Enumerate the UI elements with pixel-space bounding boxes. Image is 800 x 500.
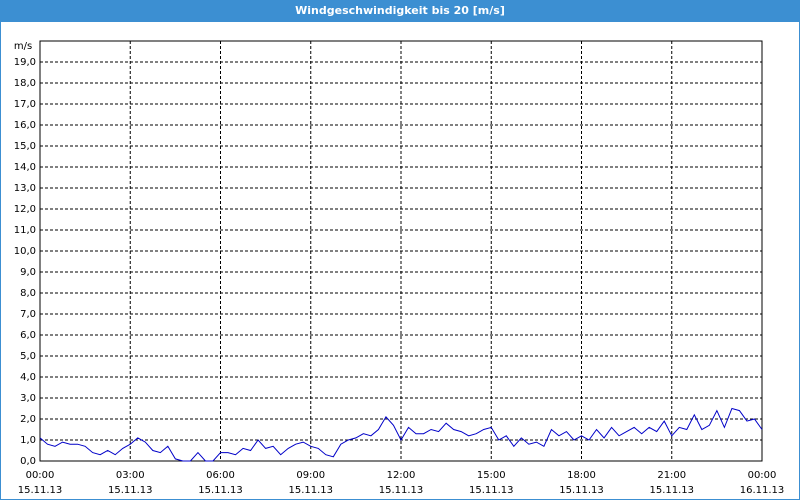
x-tick-label: 03:00 (116, 470, 145, 481)
y-tick-label: 10,0 (14, 246, 36, 257)
x-tick-date: 15.11.13 (18, 485, 63, 496)
plot-area: 0,0 1,0 2,0 3,0 4,0 5,0 6,0 7,0 8,0 9,0 10,0 11,0 12… (14, 40, 785, 496)
y-tick-label: 7,0 (20, 309, 36, 320)
wind-speed-line (39, 407, 763, 462)
y-tick-label: 15,0 (14, 141, 36, 152)
y-tick-label: 0,0 (20, 456, 36, 467)
y-tick-label: 16,0 (14, 120, 36, 131)
y-tick-label: 13,0 (14, 183, 36, 194)
y-tick-label: 17,0 (14, 99, 36, 110)
y-tick-label: 2,0 (20, 414, 36, 425)
x-tick-date: 15.11.13 (288, 485, 333, 496)
x-tick-label: 00:00 (26, 470, 55, 481)
x-tick-label: 06:00 (206, 470, 235, 481)
y-tick-label: 6,0 (20, 330, 36, 341)
y-tick-label: 19,0 (14, 57, 36, 68)
y-tick-label: 9,0 (20, 267, 36, 278)
x-tick-label: 18:00 (567, 470, 596, 481)
chart-title: Windgeschwindigkeit bis 20 [m/s] (295, 4, 505, 17)
y-tick-label: 4,0 (20, 372, 36, 383)
y-tick-label: 11,0 (14, 225, 36, 236)
x-tick-label: 21:00 (657, 470, 686, 481)
x-tick-date: 15.11.13 (198, 485, 243, 496)
y-tick-label: 5,0 (20, 351, 36, 362)
x-tick-label: 00:00 (748, 470, 777, 481)
x-tick-label: 15:00 (477, 470, 506, 481)
x-tick-date: 16.11.13 (740, 485, 785, 496)
y-tick-label: 14,0 (14, 162, 36, 173)
y-tick-label: 8,0 (20, 288, 36, 299)
y-axis-unit: m/s (14, 41, 32, 52)
y-tick-label: 3,0 (20, 393, 36, 404)
x-tick-date: 15.11.13 (649, 485, 694, 496)
y-tick-label: 18,0 (14, 78, 36, 89)
x-tick-date: 15.11.13 (469, 485, 514, 496)
y-tick-label: 1,0 (20, 435, 36, 446)
x-tick-date: 15.11.13 (379, 485, 424, 496)
x-tick-label: 12:00 (387, 470, 416, 481)
title-bar (0, 0, 800, 22)
x-tick-date: 15.11.13 (559, 485, 604, 496)
x-tick-date: 15.11.13 (108, 485, 153, 496)
plot-border (39, 40, 763, 462)
y-tick-label: 12,0 (14, 204, 36, 215)
x-tick-label: 09:00 (296, 470, 325, 481)
